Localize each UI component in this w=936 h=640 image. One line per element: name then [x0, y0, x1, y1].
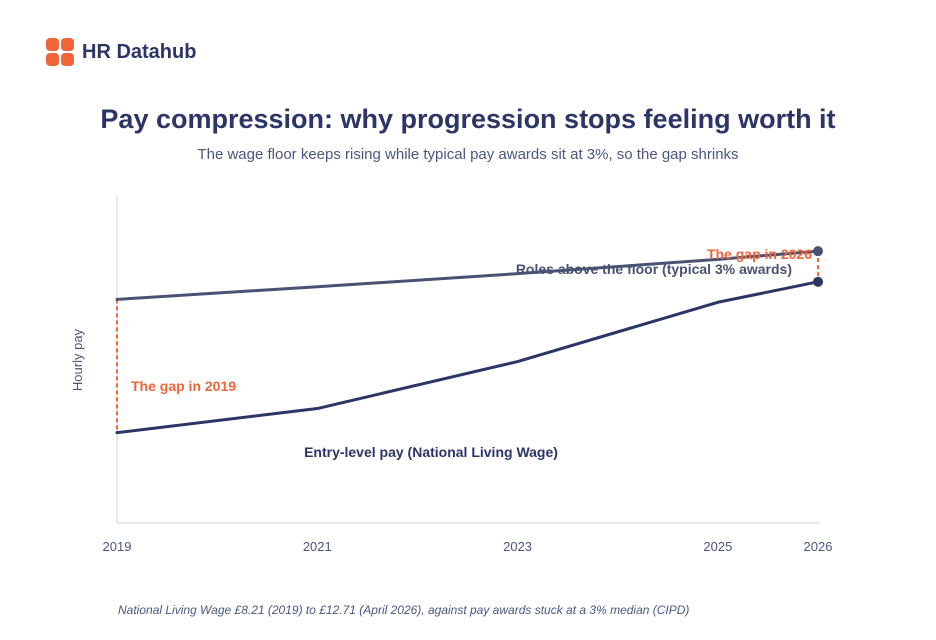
brand: HR Datahub	[46, 38, 196, 66]
chart-title: Pay compression: why progression stops f…	[100, 104, 836, 134]
series-end-marker-0	[813, 246, 823, 257]
series-end-marker-1	[813, 276, 823, 287]
chart-subtitle: The wage floor keeps rising while typica…	[197, 146, 739, 163]
brand-name: HR Datahub	[82, 40, 197, 63]
x-tick-label: 2019	[103, 539, 132, 554]
series-line-1	[115, 280, 820, 435]
series-line-0	[115, 249, 820, 301]
x-tick-label: 2025	[703, 539, 732, 554]
annotation-gap-2019: The gap in 2019	[131, 378, 236, 394]
series-label-entry-level: Entry-level pay (National Living Wage)	[304, 444, 558, 460]
y-axis-label: Hourly pay	[70, 328, 85, 391]
brand-logo-icon	[46, 38, 74, 66]
series-label-roles-above-floor: Roles above the floor (typical 3% awards…	[516, 261, 792, 277]
x-tick-label: 2023	[503, 539, 532, 554]
footnote: National Living Wage £8.21 (2019) to £12…	[118, 603, 690, 617]
x-tick-label: 2021	[303, 539, 332, 554]
x-tick-label: 2026	[804, 539, 833, 554]
annotation-gap-2026: The gap in 2026	[707, 246, 812, 262]
